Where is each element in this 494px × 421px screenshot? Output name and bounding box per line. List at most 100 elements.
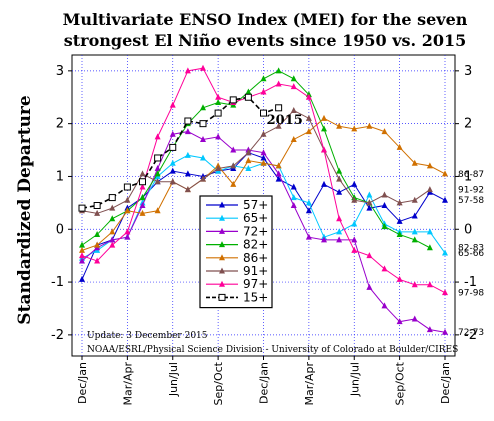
data-point-91+ <box>305 114 312 121</box>
data-point-86+ <box>442 170 448 177</box>
data-point-86+ <box>396 143 403 150</box>
data-point-86+ <box>109 228 116 235</box>
data-point-57+ <box>290 183 297 190</box>
y-tick-label: 1 <box>56 169 64 184</box>
data-point-91+ <box>184 186 191 193</box>
data-point-72+ <box>305 233 312 240</box>
series-label-15+: 2015 <box>267 113 303 128</box>
data-point-57+ <box>396 217 403 224</box>
data-point-82+ <box>396 231 403 238</box>
legend-marker-91+ <box>219 267 225 274</box>
x-tick-label: Sep/Oct <box>212 361 225 405</box>
data-point-82+ <box>275 67 282 74</box>
legend-box <box>199 195 273 309</box>
data-point-97+ <box>109 241 116 248</box>
data-point-82+ <box>245 88 252 95</box>
data-point-97+ <box>124 228 131 235</box>
legend: 57+65+72+82+86+91+97+15+ <box>199 195 273 309</box>
end-label-65+: 65-66 <box>458 249 484 259</box>
plot-area: -2 -2 -1 -1 0 0 1 1 2 2 3 3 Dec/Jan Mar/Apr Jun/Jul Sep… <box>51 54 484 406</box>
legend-label-97+: 97+ <box>243 277 268 291</box>
data-point-82+ <box>290 75 297 82</box>
data-point-91+ <box>215 165 222 172</box>
data-point-15+ <box>123 183 131 191</box>
data-point-57+ <box>169 167 176 174</box>
data-point-91+ <box>154 178 161 185</box>
data-point-91+ <box>260 130 267 137</box>
data-point-57+ <box>351 180 358 187</box>
data-point-72+ <box>109 236 116 243</box>
y-tick-label-right: 1 <box>464 169 472 184</box>
legend-label-72+: 72+ <box>243 224 268 238</box>
legend-marker-97+ <box>219 280 225 287</box>
data-point-91+ <box>200 175 206 182</box>
legend-label-91+: 91+ <box>243 264 268 278</box>
data-point-91+ <box>139 170 146 177</box>
data-point-57+ <box>260 154 267 161</box>
data-point-72+ <box>290 202 297 208</box>
data-point-82+ <box>321 125 327 132</box>
data-point-15+ <box>154 154 162 162</box>
data-point-97+ <box>336 215 343 222</box>
data-point-65+ <box>184 151 191 158</box>
data-point-97+ <box>366 252 373 259</box>
credit-note: NOAA/ESRL/Physical Science Division - Un… <box>87 345 458 355</box>
data-point-86+ <box>290 135 297 142</box>
data-point-72+ <box>442 328 448 335</box>
x-tick-label: Dec/Jan <box>258 362 271 404</box>
data-point-57+ <box>381 202 388 208</box>
data-point-57+ <box>305 207 312 214</box>
data-point-82+ <box>426 244 433 251</box>
data-point-72+ <box>215 133 222 140</box>
data-point-97+ <box>411 281 418 288</box>
data-point-82+ <box>139 194 146 201</box>
data-point-97+ <box>200 64 206 71</box>
data-point-57+ <box>366 204 373 211</box>
chart-title-line1: Multivariate ENSO Index (MEI) for the se… <box>63 10 468 29</box>
legend-marker-86+ <box>219 254 225 261</box>
data-point-97+ <box>79 252 85 259</box>
data-point-65+ <box>411 228 418 235</box>
data-point-91+ <box>366 199 373 206</box>
end-label-91+: 91-92 <box>458 186 484 196</box>
data-point-72+ <box>200 135 206 142</box>
data-point-91+ <box>109 204 116 211</box>
x-tick-label: Mar/Apr <box>121 362 134 406</box>
data-point-65+ <box>245 165 252 172</box>
legend-label-57+: 57+ <box>243 198 268 212</box>
legend-label-65+: 65+ <box>243 211 268 225</box>
data-point-91+ <box>396 199 403 206</box>
data-point-82+ <box>411 236 418 243</box>
data-point-57+ <box>184 170 191 177</box>
data-point-91+ <box>230 162 237 169</box>
data-point-91+ <box>411 196 418 203</box>
data-point-82+ <box>336 167 343 174</box>
data-point-97+ <box>442 289 448 296</box>
y-tick-label: 0 <box>56 222 64 237</box>
data-point-97+ <box>396 275 403 282</box>
end-label-82+: 82-83 <box>458 244 484 254</box>
legend-marker-72+ <box>219 227 225 234</box>
data-point-97+ <box>290 83 297 90</box>
data-point-57+ <box>321 180 327 187</box>
data-point-91+ <box>124 196 131 203</box>
data-point-15+ <box>184 117 192 125</box>
data-point-15+ <box>169 143 177 151</box>
data-point-86+ <box>275 162 282 169</box>
data-point-86+ <box>305 128 312 135</box>
data-point-65+ <box>366 191 373 198</box>
y-tick-label-right: 0 <box>464 222 472 237</box>
legend-marker-82+ <box>219 241 225 248</box>
legend-label-15+: 15+ <box>243 290 268 304</box>
data-point-65+ <box>351 220 358 227</box>
data-point-97+ <box>321 146 327 153</box>
y-tick-label: -1 <box>51 275 64 290</box>
data-point-72+ <box>366 283 373 290</box>
data-point-82+ <box>79 241 85 248</box>
data-point-97+ <box>184 67 191 74</box>
data-point-82+ <box>109 215 116 222</box>
data-point-91+ <box>426 186 433 193</box>
data-point-72+ <box>321 236 327 243</box>
data-point-57+ <box>411 212 418 219</box>
